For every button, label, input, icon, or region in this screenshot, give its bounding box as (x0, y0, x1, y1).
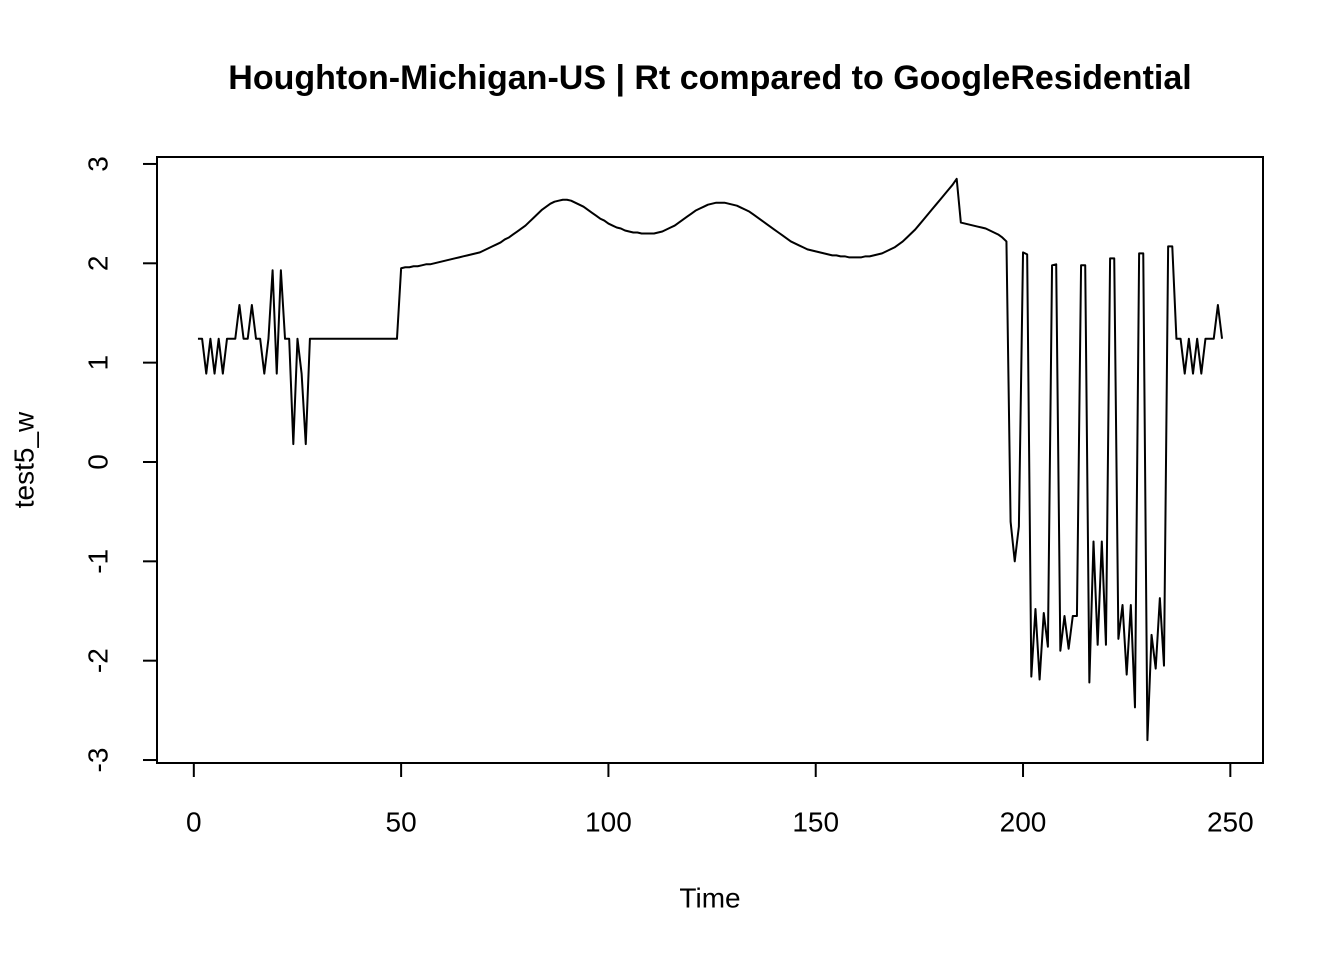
y-tick-label: 1 (82, 355, 113, 371)
y-tick-label: -3 (82, 748, 113, 773)
series-line (197, 177, 1224, 742)
y-tick-label: 3 (82, 156, 113, 172)
y-tick-label: 2 (82, 256, 113, 272)
x-tick-label: 0 (186, 806, 202, 837)
plot-box (156, 156, 1264, 764)
x-tick-label: 250 (1207, 806, 1254, 837)
x-tick-label: 50 (386, 806, 417, 837)
x-tick-label: 200 (1000, 806, 1047, 837)
y-axis-label: test5_w (8, 411, 39, 508)
y-tick-label: -2 (82, 648, 113, 673)
y-tick-label: 0 (82, 454, 113, 470)
x-axis-label: Time (679, 882, 740, 913)
y-tick-label: -1 (82, 549, 113, 574)
chart-title: Houghton-Michigan-US | Rt compared to Go… (228, 59, 1191, 97)
x-tick-label: 150 (792, 806, 839, 837)
x-tick-label: 100 (585, 806, 632, 837)
